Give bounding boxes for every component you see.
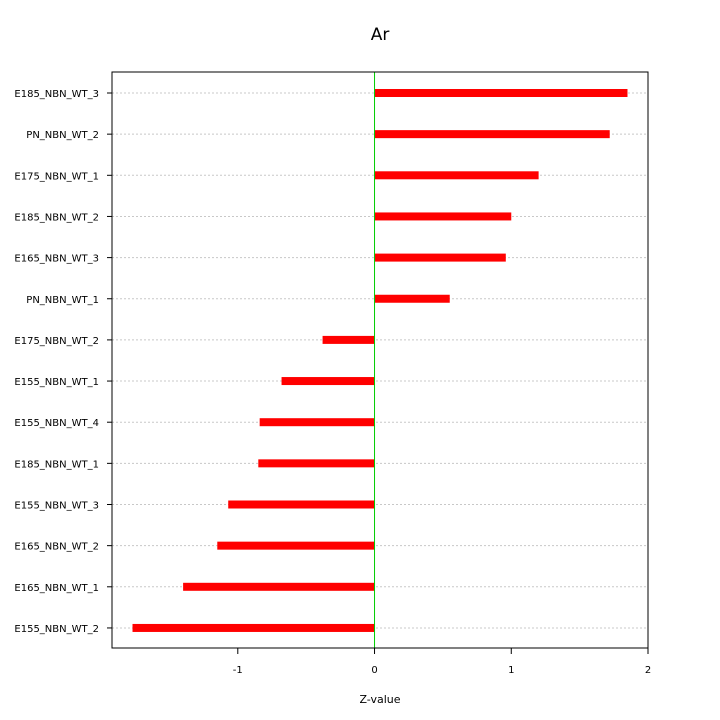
y-tick-label: E155_NBN_WT_2 [14,624,99,635]
y-tick-label: E155_NBN_WT_4 [14,418,99,429]
chart-title: Ar [371,25,390,45]
y-tick-label: E185_NBN_WT_2 [14,212,99,223]
y-tick-label: E175_NBN_WT_2 [14,336,99,347]
bar [132,623,375,632]
y-tick-label: E155_NBN_WT_1 [14,377,99,388]
x-tick-label: 0 [371,665,377,676]
bar [374,89,628,97]
bar [183,582,375,591]
y-tick-label: PN_NBN_WT_1 [26,295,99,306]
x-axis: -1 0 1 2 [233,647,651,676]
bar [281,377,375,386]
x-tick-label: 1 [508,665,514,676]
y-tick-label: E185_NBN_WT_1 [14,459,99,470]
bar [374,212,512,221]
plot-frame [111,71,649,649]
bars-layer [132,89,628,632]
bar [374,294,450,303]
bar [228,500,375,509]
bar [259,418,375,427]
bar [374,171,539,180]
y-tick-label: E155_NBN_WT_3 [14,501,99,512]
x-axis-label: Z-value [359,693,400,706]
bar [374,130,610,139]
bar [217,541,375,550]
bar [258,459,375,468]
y-tick-label: E165_NBN_WT_1 [14,583,99,594]
y-tick-label: E165_NBN_WT_2 [14,542,99,553]
y-tick-label: PN_NBN_WT_2 [26,130,99,141]
y-axis: E185_NBN_WT_3 PN_NBN_WT_2 E175_NBN_WT_1 E18… [14,89,112,635]
bar [374,253,506,262]
bar [322,335,375,344]
x-tick-label: 2 [645,665,651,676]
y-tick-label: E175_NBN_WT_1 [14,171,99,182]
y-tick-label: E185_NBN_WT_3 [14,89,99,100]
y-tick-label: E165_NBN_WT_3 [14,254,99,265]
x-tick-label: -1 [233,665,243,676]
